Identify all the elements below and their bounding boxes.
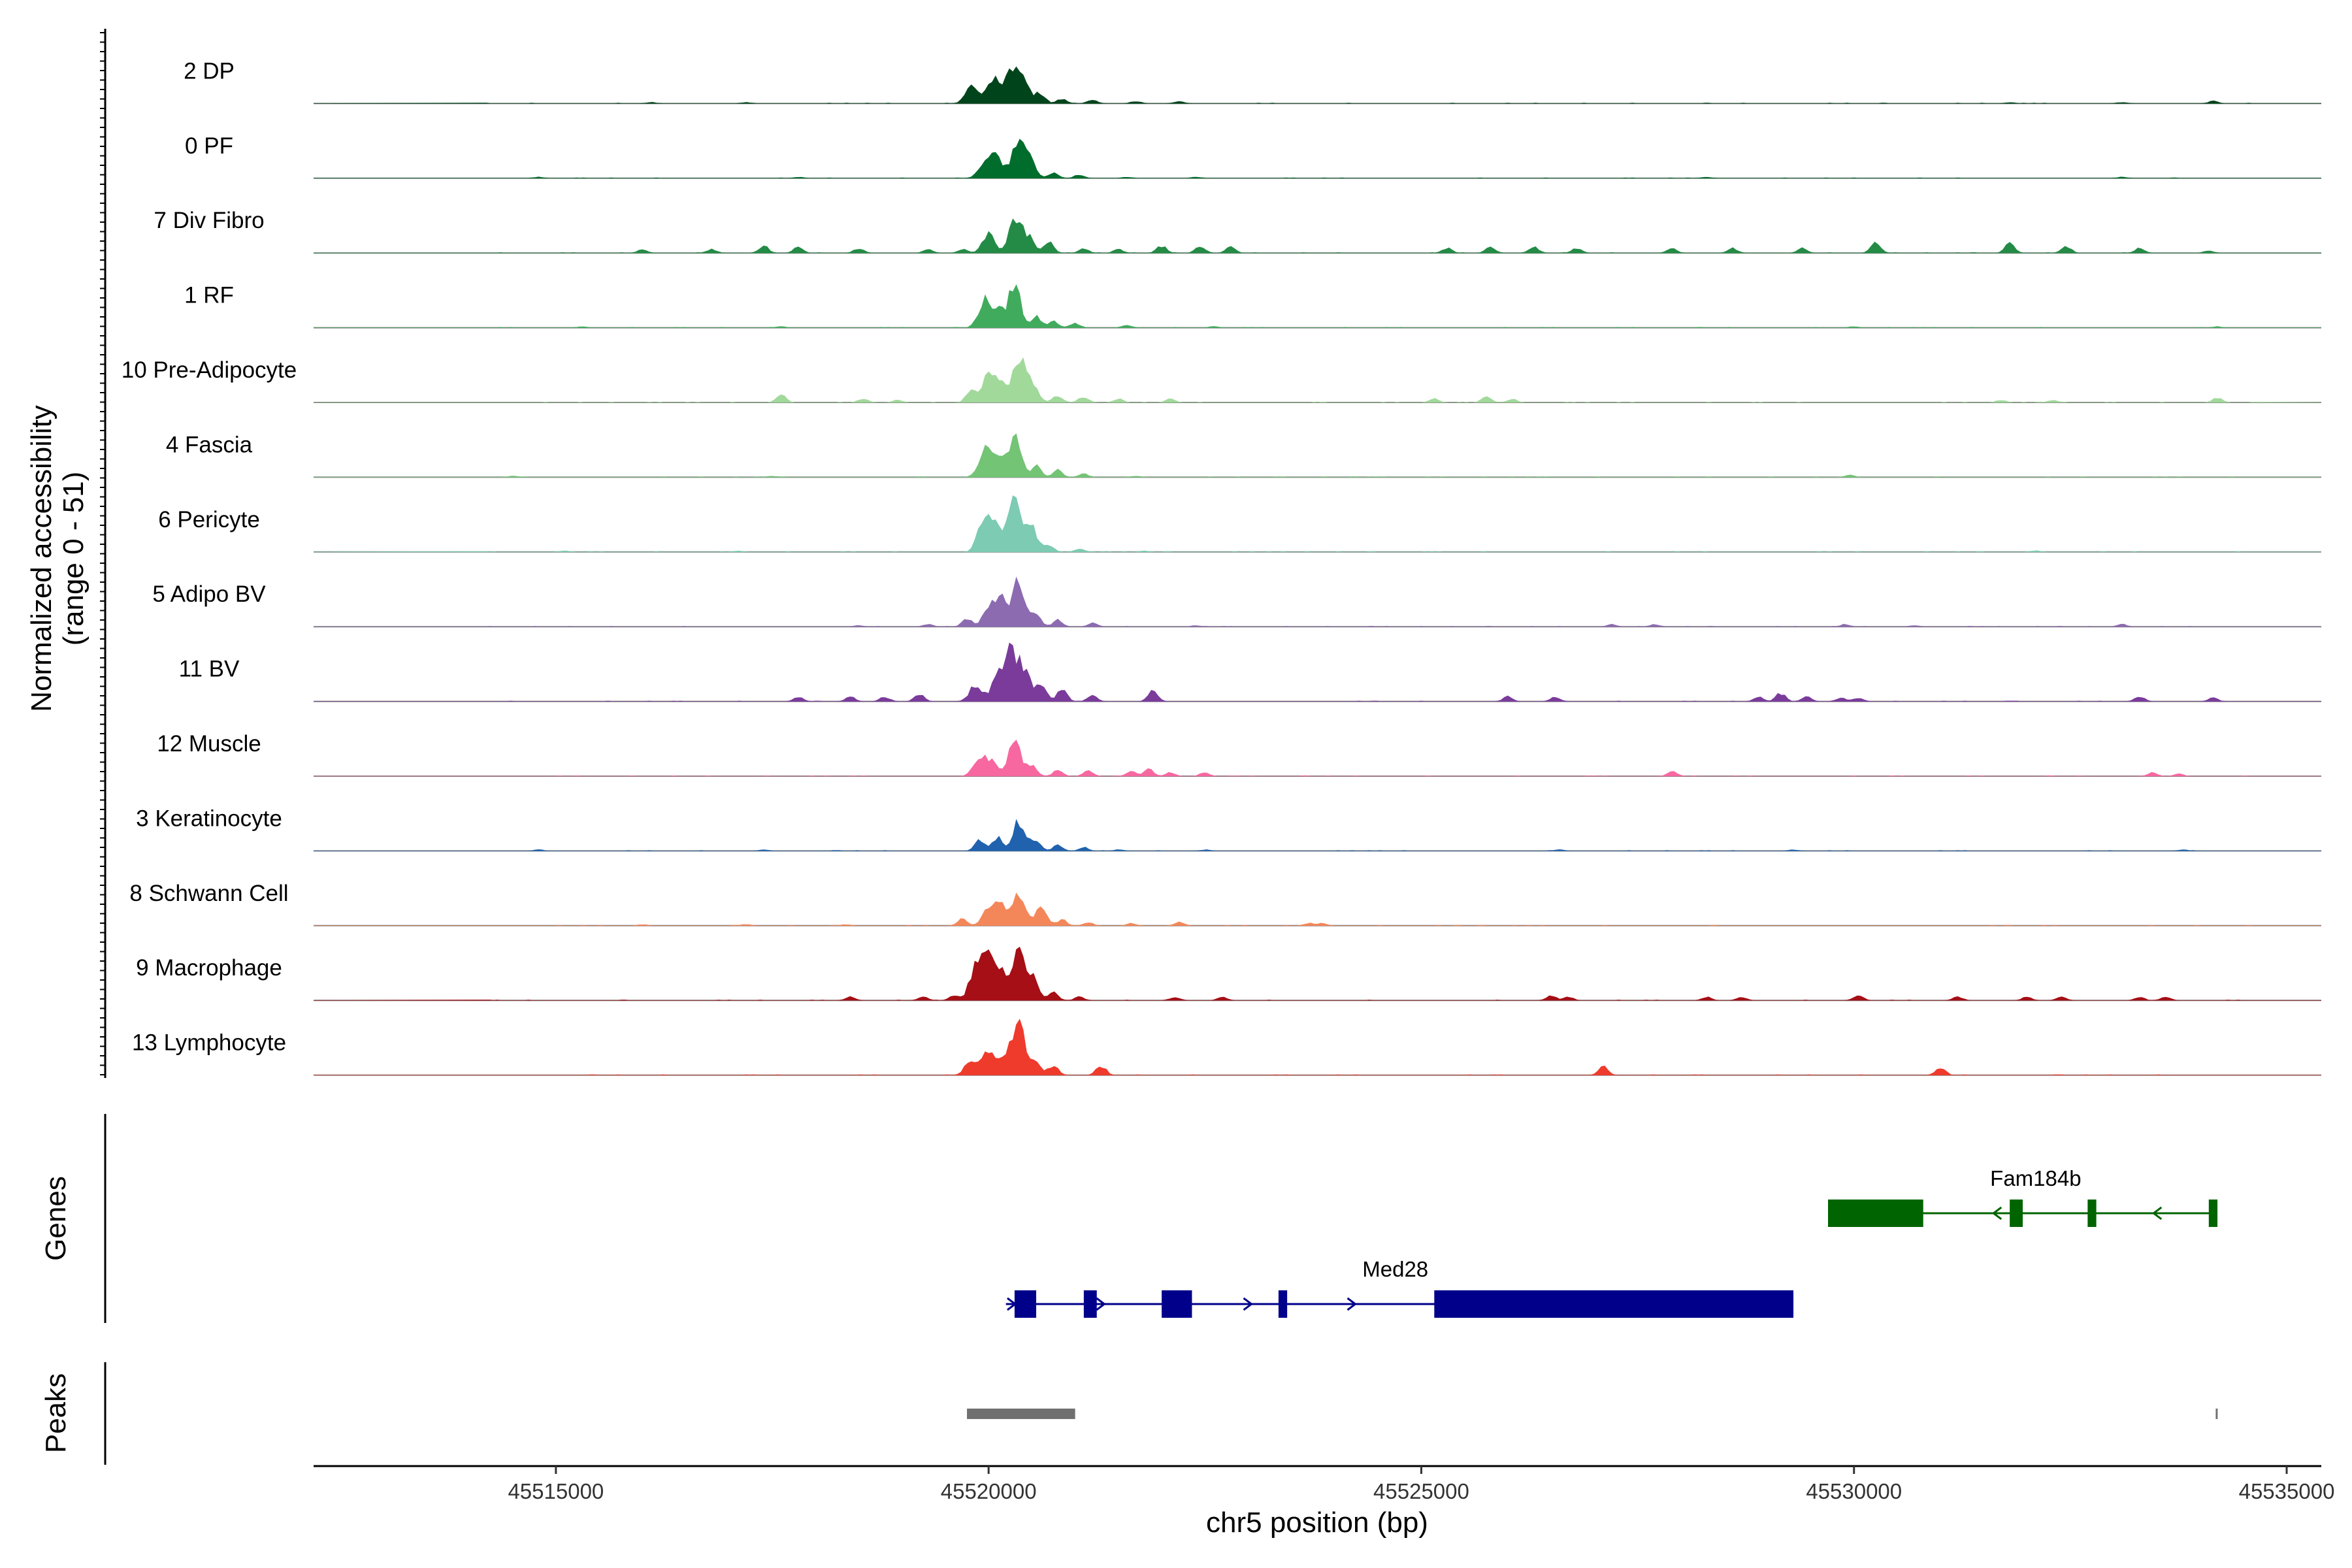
coverage-track: 13 Lymphocyte (132, 1019, 2321, 1076)
coverage-area (314, 576, 2321, 627)
track-label: 11 BV (179, 657, 240, 682)
coverage-area (314, 642, 2321, 702)
coverage-track: 7 Div Fibro (154, 208, 2321, 254)
gene-exon (2087, 1200, 2097, 1227)
gene-name-label: Med28 (1362, 1257, 1428, 1281)
gene-exon (2010, 1200, 2023, 1227)
track-label: 10 Pre-Adipocyte (122, 357, 297, 383)
coverage-track: 12 Muscle (157, 731, 2321, 777)
track-label: 4 Fascia (166, 432, 253, 457)
coverage-area (314, 218, 2321, 253)
peak-regions (967, 1409, 2218, 1419)
peak-region-bar (2215, 1409, 2218, 1419)
x-tick-label: 45525000 (1373, 1479, 1469, 1503)
coverage-track: 1 RF (184, 283, 2321, 329)
gene-name-label: Fam184b (1990, 1166, 2081, 1190)
genes-panel-title: Genes (40, 1176, 72, 1261)
coverage-track: 3 Keratinocyte (136, 806, 2321, 852)
track-label: 3 Keratinocyte (136, 806, 282, 831)
coverage-track: 4 Fascia (166, 432, 2321, 478)
coverage-track: 9 Macrophage (136, 947, 2321, 1002)
coverage-area (313, 66, 2321, 104)
track-label: 2 DP (184, 58, 235, 84)
peak-region-bar (967, 1409, 1075, 1419)
coverage-area (313, 495, 2321, 553)
coverage-track: 8 Schwann Cell (129, 881, 2321, 926)
gene-model: Fam184b (1827, 1166, 2218, 1227)
strand-arrow (2151, 1206, 2163, 1220)
coverage-area (313, 947, 2321, 1001)
gene-exon (2208, 1200, 2218, 1227)
coverage-area (314, 357, 2322, 403)
peaks-panel-title: Peaks (40, 1373, 72, 1453)
track-label: 9 Macrophage (136, 955, 282, 981)
track-label: 6 Pericyte (158, 507, 260, 532)
coverage-area (314, 740, 2321, 777)
strand-arrow (1007, 1297, 1017, 1311)
gene-exon (1278, 1290, 1288, 1318)
gene-exon (1827, 1200, 1923, 1227)
x-tick-label: 45520000 (941, 1479, 1037, 1503)
track-label: 7 Div Fibro (154, 208, 264, 233)
gene-exon (1014, 1290, 1037, 1318)
coverage-area (314, 139, 2321, 179)
track-label: 12 Muscle (157, 731, 261, 757)
coverage-area (314, 819, 2321, 851)
track-label: 8 Schwann Cell (129, 881, 288, 906)
x-axis-title: chr5 position (bp) (1206, 1507, 1428, 1539)
coverage-track: 0 PF (185, 133, 2321, 179)
strand-arrow (1347, 1297, 1357, 1311)
y-axis-subtitle: (range 0 - 51) (57, 472, 90, 646)
gene-exon (1083, 1290, 1097, 1318)
track-label: 5 Adipo BV (152, 581, 266, 607)
track-label: 0 PF (185, 133, 233, 159)
track-label: 13 Lymphocyte (132, 1030, 286, 1056)
gene-exon (1162, 1290, 1192, 1318)
coverage-area (314, 1019, 2321, 1075)
coverage-area (314, 433, 2321, 478)
strand-arrow (1991, 1206, 2002, 1220)
coverage-area (314, 284, 2321, 328)
strand-arrow (1243, 1297, 1254, 1311)
y-axis-title: Normalized accessibility (25, 405, 57, 711)
gene-exon (1434, 1290, 1794, 1318)
coverage-tracks: 2 DP 0 PF 7 Div Fibro 1 RF 10 Pre-Adipocyte 4… (122, 58, 2322, 1076)
strand-arrow (1096, 1297, 1106, 1311)
gene-model: Med28 (1005, 1257, 1794, 1318)
track-label: 1 RF (184, 283, 234, 308)
coverage-track: 2 DP (184, 58, 2321, 105)
gene-annotations: Med28 Fam184b (1005, 1166, 2218, 1318)
x-tick-label: 45530000 (1806, 1479, 1902, 1503)
x-tick-label: 45535000 (2239, 1479, 2335, 1503)
coverage-track: 5 Adipo BV (152, 576, 2321, 628)
coverage-y-axis-ticks (100, 32, 105, 1075)
x-axis-ticks: 45515000 45520000 45525000 45530000 45535000 (508, 1466, 2334, 1503)
coverage-area (314, 892, 2321, 926)
coverage-track: 11 BV (179, 642, 2321, 702)
x-tick-label: 45515000 (508, 1479, 604, 1503)
coverage-track: 6 Pericyte (158, 495, 2321, 553)
coverage-track: 10 Pre-Adipocyte (122, 357, 2322, 403)
